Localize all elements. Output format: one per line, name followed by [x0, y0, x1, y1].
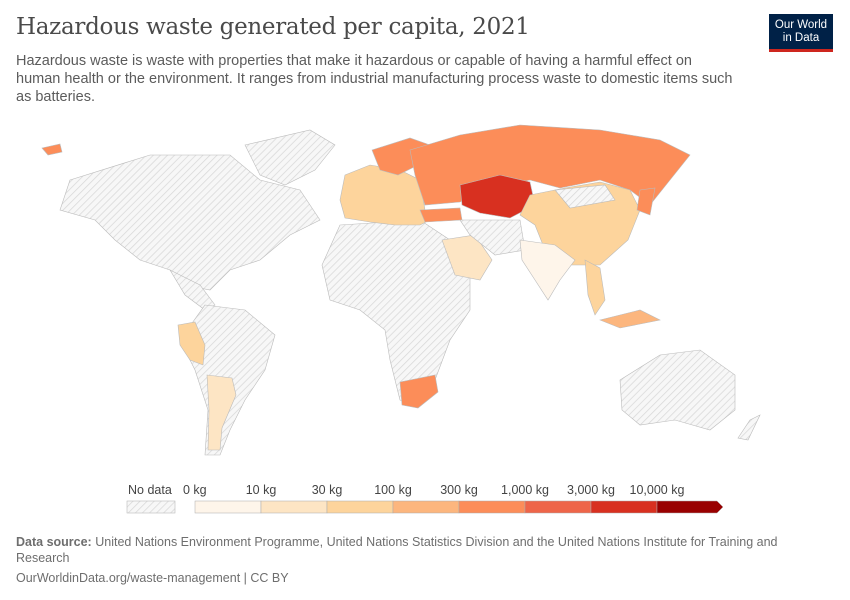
data-source: Data source: United Nations Environment …: [16, 534, 816, 566]
legend-bin[interactable]: [656, 500, 724, 514]
owid-logo[interactable]: Our World in Data: [769, 14, 833, 52]
legend-bin-label: 10,000 kg: [630, 483, 685, 497]
australia[interactable]: [619, 349, 736, 431]
logo-line1: Our World: [774, 19, 828, 31]
legend-bin-label: 1,000 kg: [501, 483, 549, 497]
chart-subtitle: Hazardous waste is waste with properties…: [16, 53, 733, 105]
legend-bin[interactable]: [590, 500, 658, 514]
country-turkey[interactable]: [419, 207, 463, 223]
world-map[interactable]: [0, 110, 850, 475]
legend-bin[interactable]: [524, 500, 592, 514]
legend-bin-label: 300 kg: [440, 483, 478, 497]
legend-bin[interactable]: [194, 500, 262, 514]
legend-bin[interactable]: [260, 500, 328, 514]
country-peru[interactable]: [177, 321, 206, 366]
legend-bin-label: 100 kg: [374, 483, 412, 497]
country-india[interactable]: [519, 239, 576, 301]
logo-line2: in Data: [782, 32, 820, 44]
indonesia[interactable]: [599, 309, 661, 329]
chart-title: Hazardous waste generated per capita, 20…: [16, 14, 530, 40]
north-america[interactable]: [59, 154, 321, 291]
country-mongolia[interactable]: [554, 184, 616, 209]
legend-bin[interactable]: [458, 500, 526, 514]
source-label: Data source:: [16, 535, 92, 549]
legend-bin-label: 10 kg: [246, 483, 277, 497]
legend-no-data-label: No data: [128, 483, 172, 497]
country-argentina[interactable]: [206, 374, 237, 451]
middle-east[interactable]: [459, 219, 526, 256]
country-japan[interactable]: [636, 187, 656, 216]
greenland[interactable]: [244, 129, 336, 186]
legend-bin-label: 30 kg: [312, 483, 343, 497]
southeast-asia[interactable]: [584, 259, 606, 316]
source-url[interactable]: OurWorldinData.org/waste-management | CC…: [16, 571, 289, 585]
legend-bin-label: 0 kg: [183, 483, 207, 497]
legend-bin[interactable]: [326, 500, 394, 514]
source-text: United Nations Environment Programme, Un…: [16, 535, 778, 565]
country-south-africa[interactable]: [399, 374, 439, 409]
map-legend: No data 0 kg 10 kg 30 kg 100 kg 300 kg 1,000 …: [126, 483, 724, 514]
new-zealand[interactable]: [737, 414, 761, 441]
legend-bin[interactable]: [392, 500, 460, 514]
country-saudi-arabia[interactable]: [441, 234, 493, 281]
country-iceland[interactable]: [41, 143, 63, 156]
legend-no-data-swatch: [126, 500, 176, 514]
legend-bin-label: 3,000 kg: [567, 483, 615, 497]
